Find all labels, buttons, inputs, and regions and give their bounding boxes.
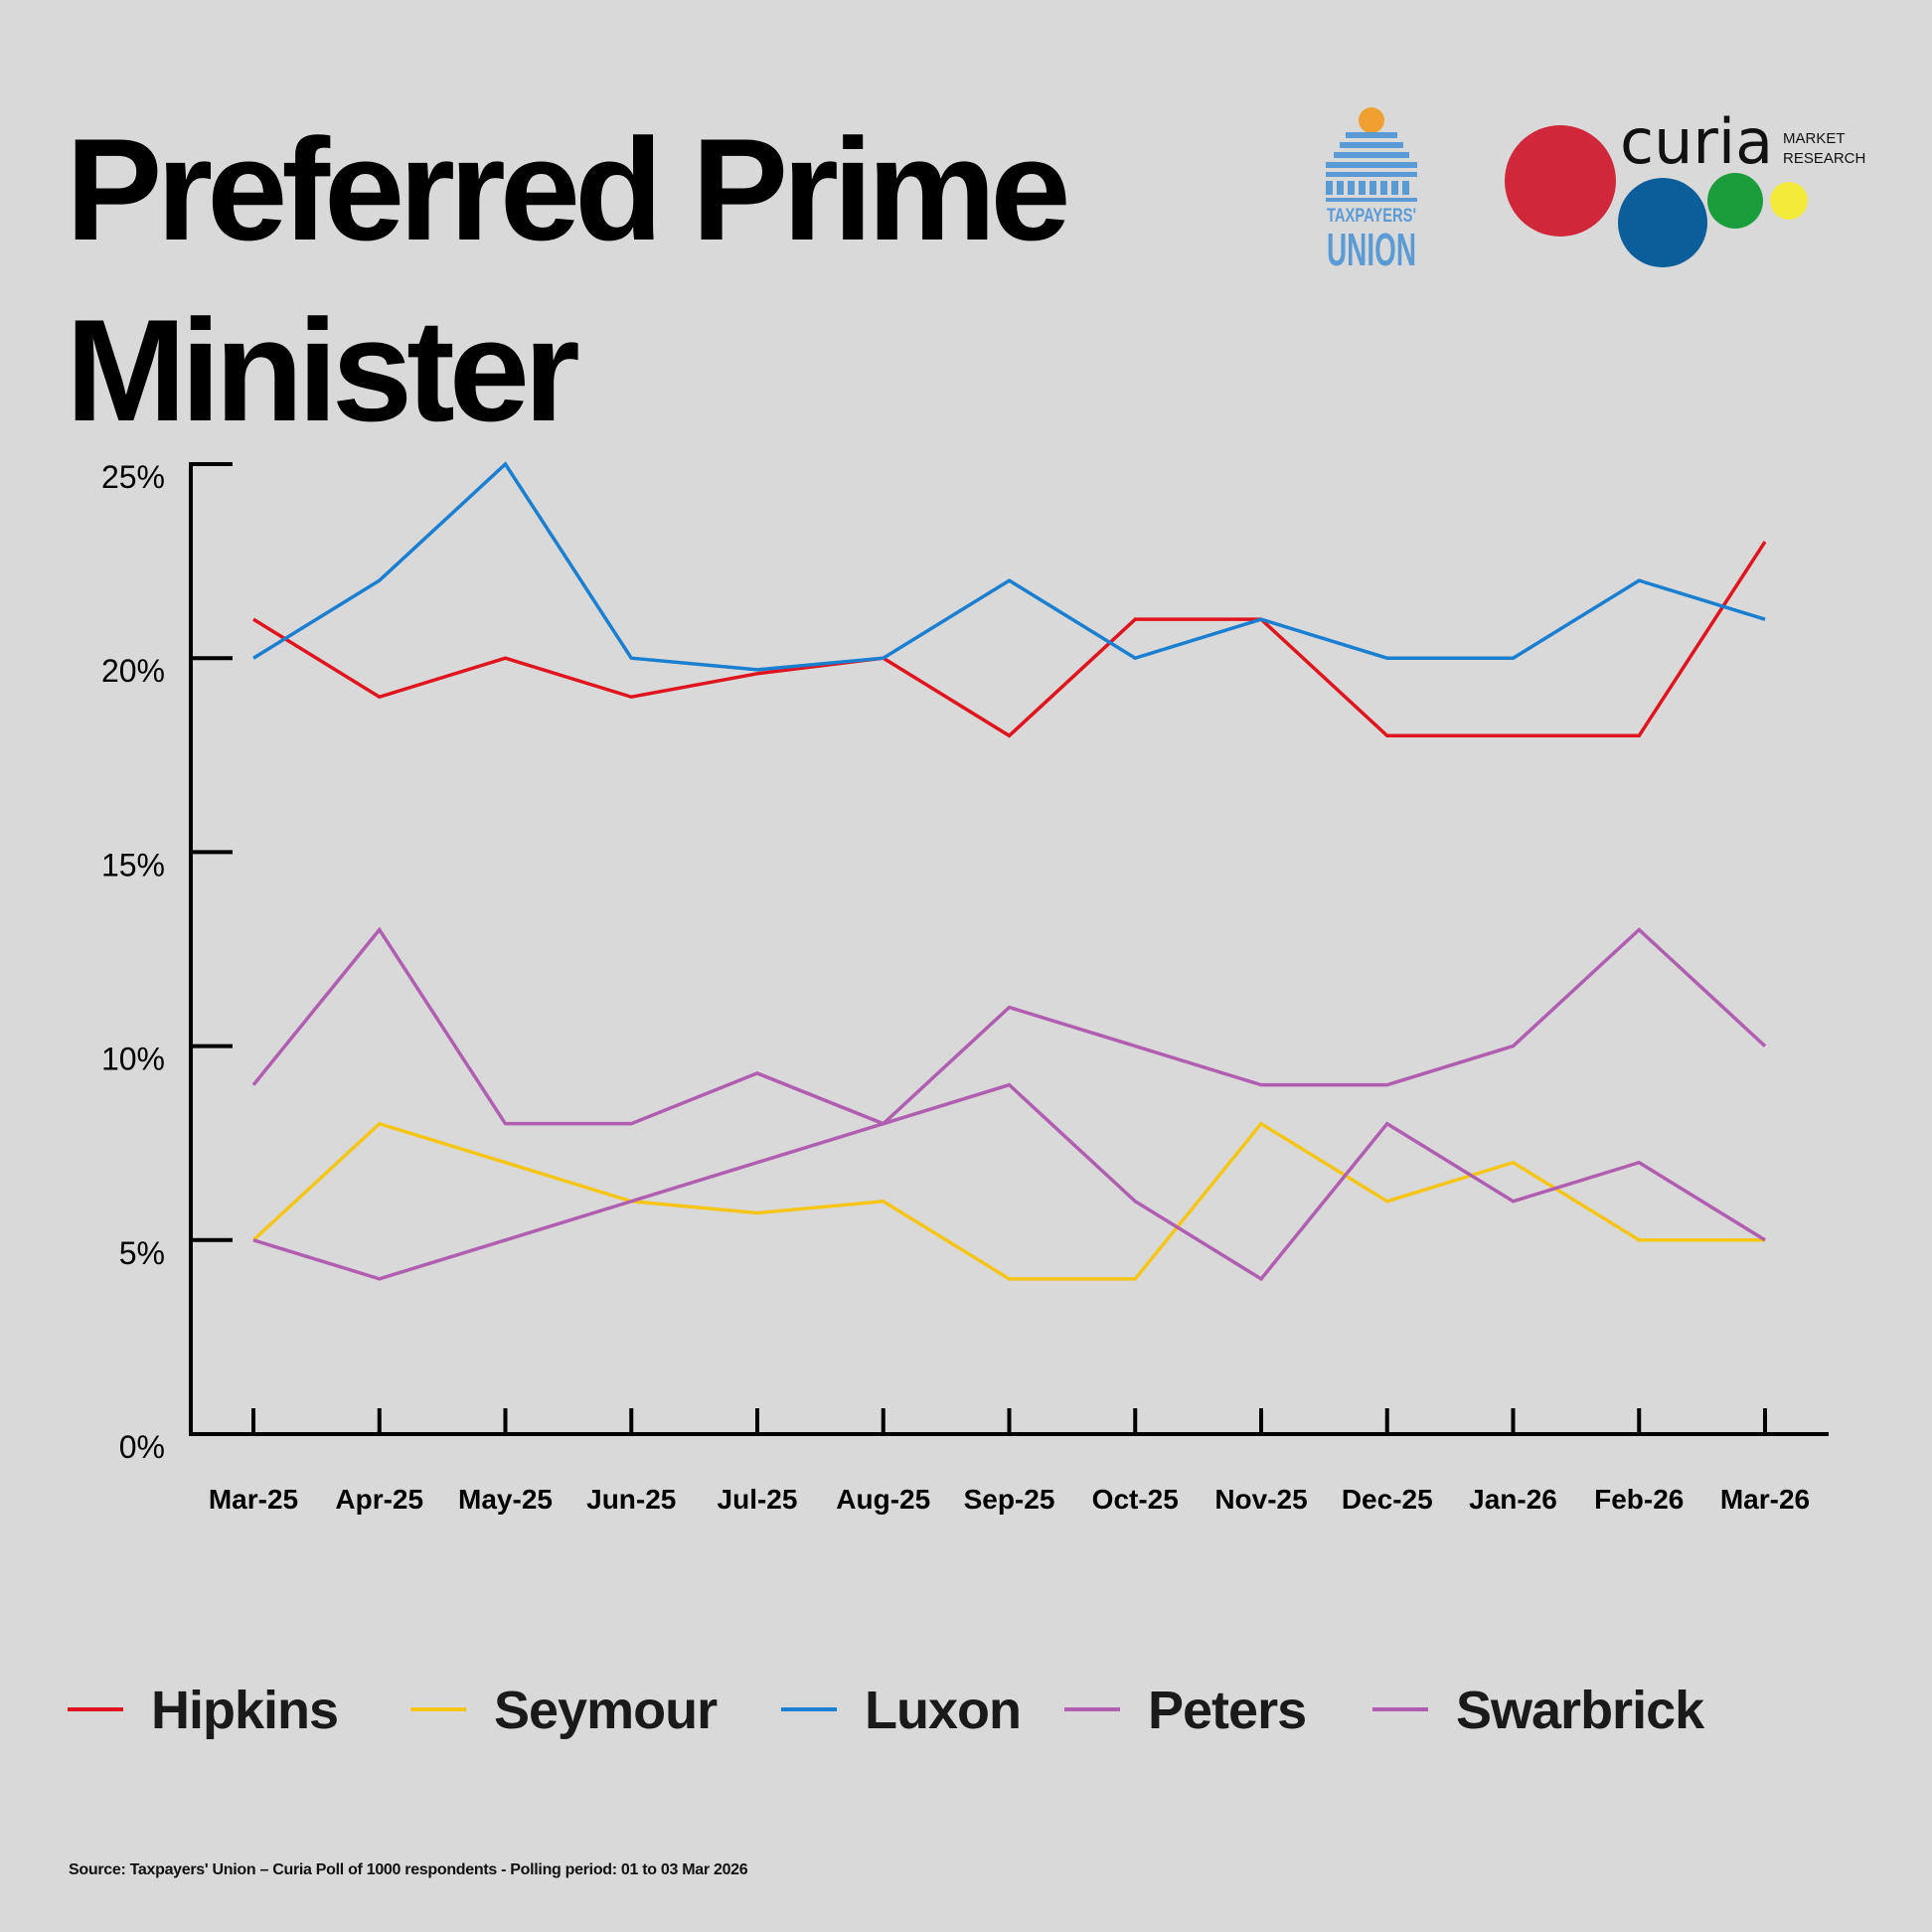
x-tick-label: Jun-25 xyxy=(586,1484,676,1515)
series-line-hipkins xyxy=(252,541,1767,738)
y-tick-label: 25% xyxy=(101,459,165,495)
y-tick-label: 0% xyxy=(119,1429,165,1465)
x-tick-label: Oct-25 xyxy=(1092,1484,1179,1515)
y-tick-label: 20% xyxy=(101,653,165,689)
curia-logo: curia MARKET RESEARCH xyxy=(1505,109,1865,267)
x-tick-label: Jan-26 xyxy=(1469,1484,1557,1515)
legend-label: Luxon xyxy=(865,1681,1022,1740)
curia-circle-blue xyxy=(1618,178,1707,267)
taxpayers-union-logo: TAXPAYERS' UNION xyxy=(1326,107,1417,273)
x-tick-label: Jul-25 xyxy=(718,1484,798,1515)
curia-line2: RESEARCH xyxy=(1783,150,1865,167)
y-tick-label: 10% xyxy=(101,1042,165,1077)
x-tick-label: Aug-25 xyxy=(836,1484,930,1515)
page-title: Preferred Prime Minister xyxy=(66,108,1071,451)
series-line-luxon xyxy=(252,461,1766,672)
legend-swatch xyxy=(781,1707,837,1711)
x-tick-label: Mar-26 xyxy=(1720,1484,1810,1515)
x-tick-label: Apr-25 xyxy=(335,1484,423,1515)
logo-dome xyxy=(1359,107,1384,133)
legend-label: Hipkins xyxy=(151,1681,339,1740)
x-tick-label: Mar-25 xyxy=(209,1484,298,1515)
logo-line1: TAXPAYERS' xyxy=(1327,206,1416,227)
x-tick-label: Sep-25 xyxy=(964,1484,1055,1515)
curia-circle-red xyxy=(1505,125,1616,237)
legend-label: Peters xyxy=(1148,1681,1307,1740)
series-line-peters xyxy=(251,926,1767,1126)
series-line-swarbrick xyxy=(252,1082,1766,1282)
y-tick-label: 15% xyxy=(101,847,165,883)
legend-swatch xyxy=(1064,1707,1120,1711)
legend-label: Swarbrick xyxy=(1456,1681,1704,1740)
line-chart: 0% 5% 10% 15% 20% 25% Mar-25 Apr-25 May-25 Jun-25… xyxy=(101,459,1829,1515)
source-note: Source: Taxpayers' Union – Curia Poll of… xyxy=(69,1861,748,1878)
curia-wordmark: curia xyxy=(1620,109,1773,178)
x-tick-label: Dec-25 xyxy=(1342,1484,1433,1515)
x-tick-label: Feb-26 xyxy=(1594,1484,1684,1515)
legend-label: Seymour xyxy=(494,1681,718,1740)
curia-circle-yellow xyxy=(1770,182,1808,220)
curia-circle-green xyxy=(1707,173,1763,229)
y-tick-label: 5% xyxy=(119,1235,165,1271)
x-tick-label: May-25 xyxy=(458,1484,553,1515)
x-tick-label: Nov-25 xyxy=(1214,1484,1307,1515)
curia-line1: MARKET xyxy=(1783,130,1846,147)
logo-line2: UNION xyxy=(1327,224,1416,273)
legend-swatch xyxy=(1372,1707,1428,1711)
series-line-seymour xyxy=(251,1121,1765,1281)
legend-swatch xyxy=(68,1707,123,1711)
legend-swatch xyxy=(410,1707,466,1711)
